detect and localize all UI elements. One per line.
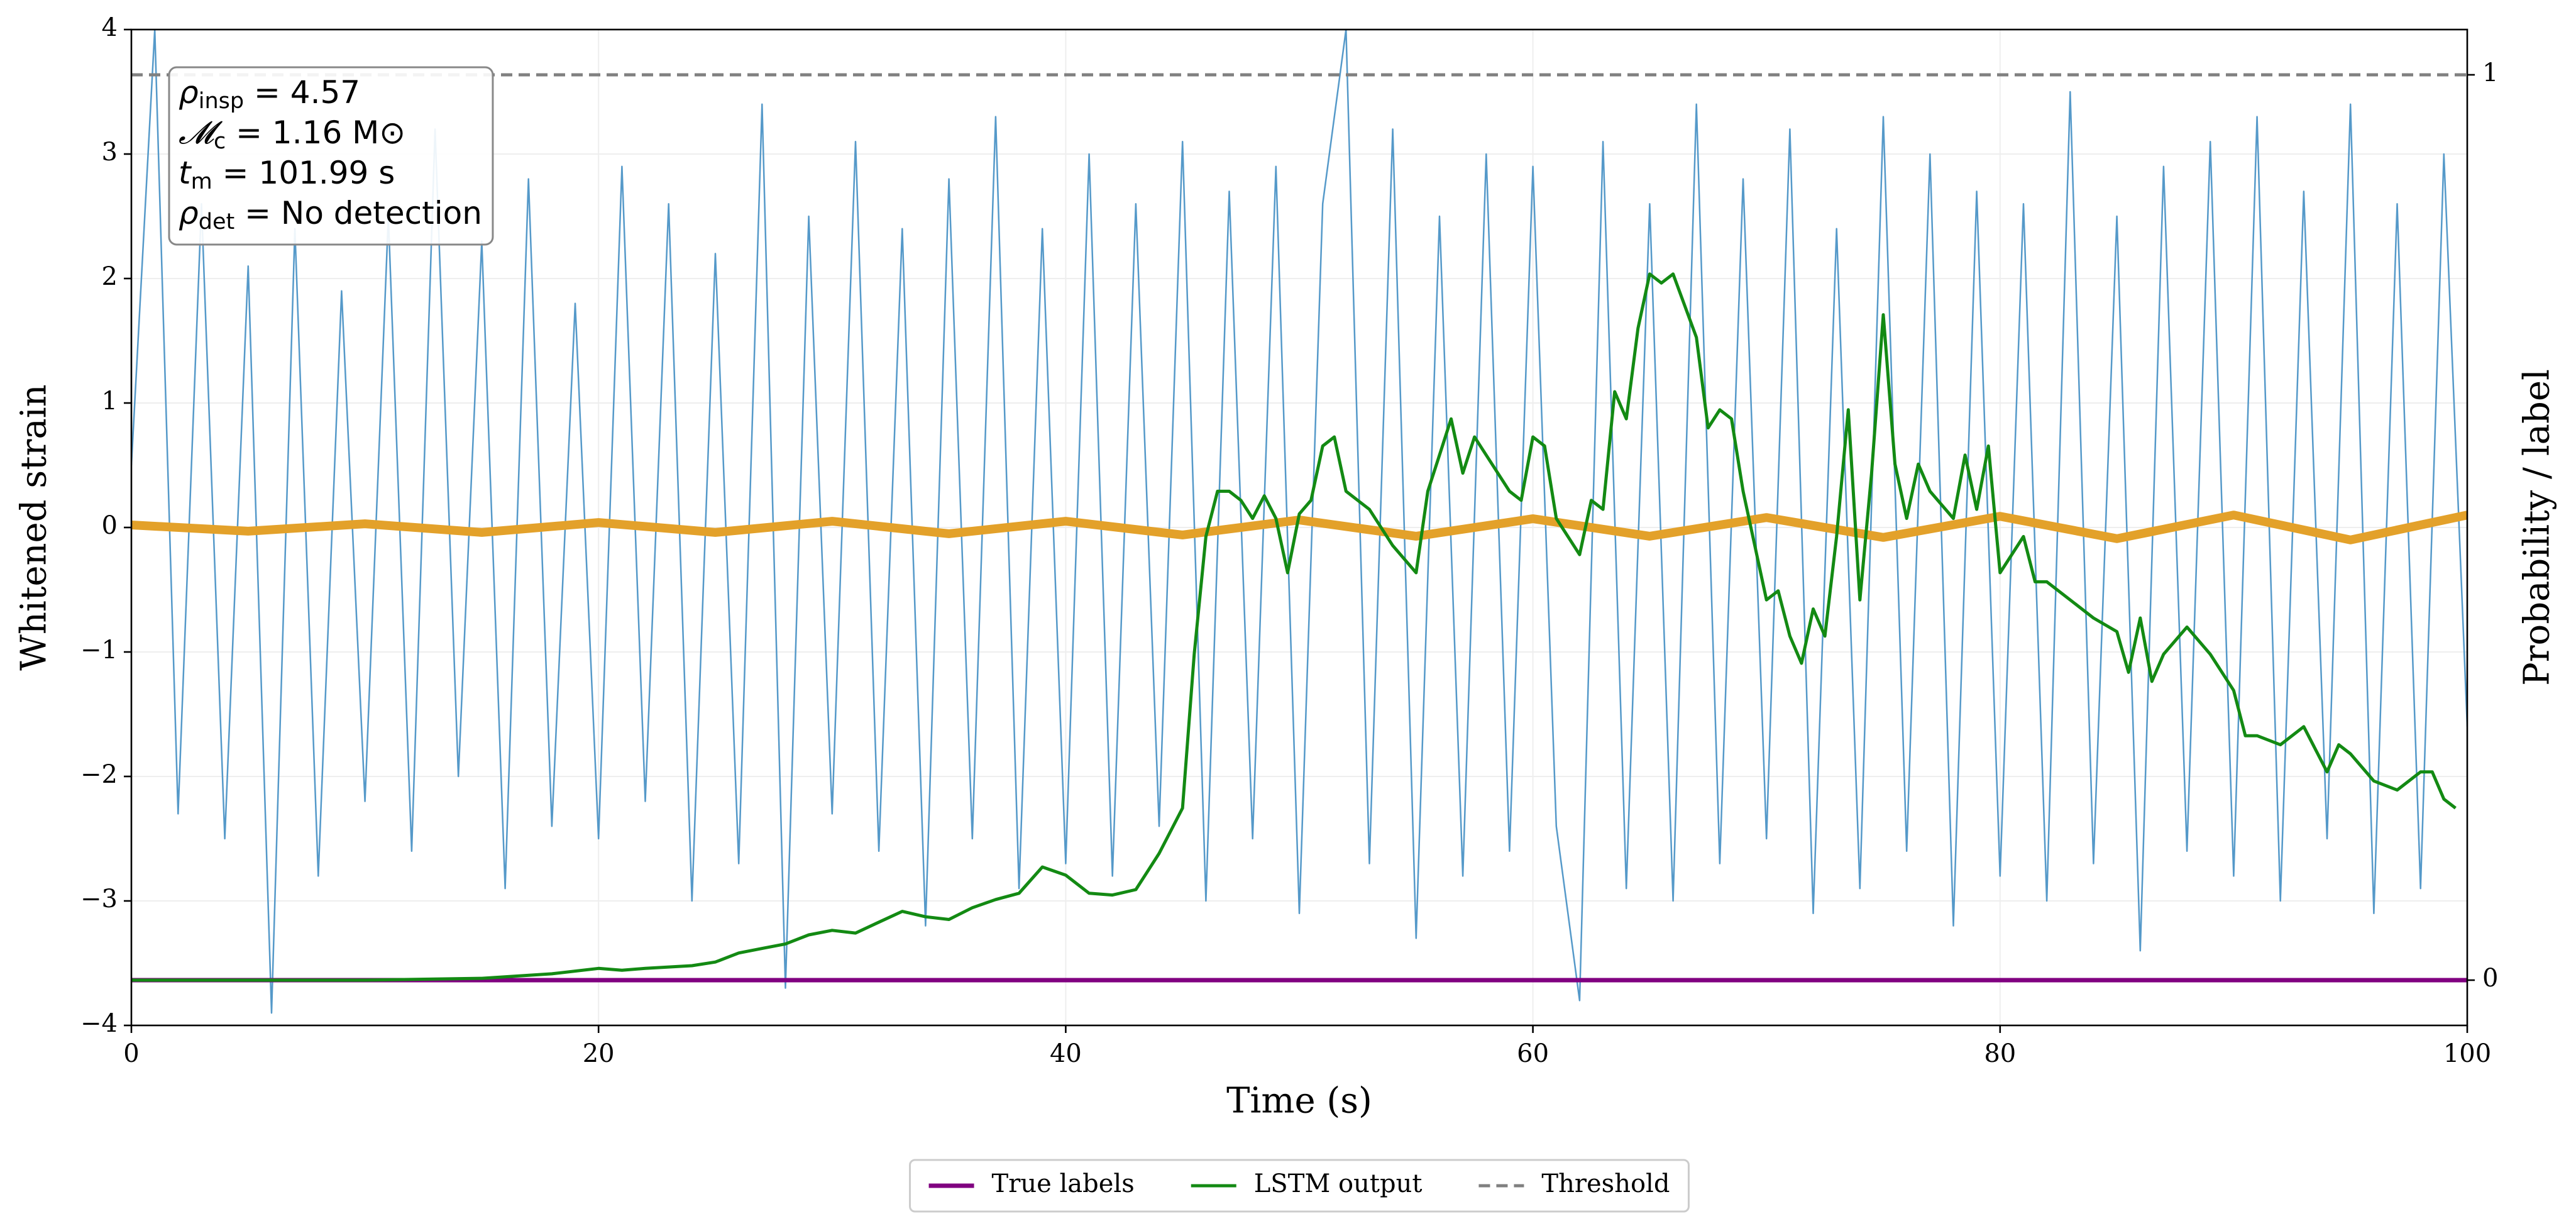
annotation-box (168, 66, 494, 246)
legend: True labels LSTM output Threshold (909, 1159, 1690, 1213)
y2-tick-label: 1 (2482, 58, 2498, 87)
annotation-subscript: insp (199, 89, 244, 114)
annotation-line: ρinsp = 4.57 (179, 74, 360, 114)
annotation-symbol: t (179, 155, 192, 191)
legend-label: True labels (992, 1169, 1135, 1198)
y-tick-label: 0 (102, 511, 118, 540)
x-axis-label: Time (s) (1226, 1081, 1372, 1122)
x-tick-label: 100 (2443, 1039, 2491, 1068)
annotation-subscript: c (214, 129, 226, 154)
annotation-line: ρdet = No detection (179, 195, 482, 235)
annotation-symbol: ρ (179, 74, 199, 111)
y-tick-label: 2 (102, 262, 118, 291)
annotation-subscript: det (199, 209, 234, 235)
annotation-subscript: m (191, 169, 212, 194)
x-tick-label: 80 (1984, 1039, 2016, 1068)
y2-tick-label: 0 (2482, 964, 2498, 993)
y-tick-label: 1 (102, 387, 118, 416)
y-tick-label: 4 (102, 13, 118, 42)
annotation-line: tm = 101.99 s (179, 155, 395, 195)
annotation-line: 𝓜c = 1.16 M⊙ (179, 114, 405, 155)
annotation-text: = 101.99 s (212, 155, 395, 191)
plot-area (131, 30, 2467, 1014)
legend-label: LSTM output (1254, 1169, 1423, 1198)
annotation-text: = 4.57 (244, 74, 360, 111)
y-tick-label: −2 (80, 760, 118, 789)
annotation-text: = No detection (234, 195, 482, 231)
annotation-symbol: ρ (179, 195, 199, 231)
x-tick-label: 40 (1050, 1039, 1082, 1068)
series-line (131, 272, 2457, 982)
y2-axis-label: Probability / label (2517, 369, 2558, 686)
x-tick-label: 20 (583, 1039, 615, 1068)
legend-label: Threshold (1541, 1169, 1670, 1198)
y-axis-label: Whitened strain (14, 384, 55, 670)
signal-trace (131, 30, 2467, 1014)
x-tick-label: 0 (123, 1039, 139, 1068)
y-tick-label: 3 (102, 138, 118, 167)
legend-box (909, 1159, 1690, 1213)
x-tick-label: 60 (1517, 1039, 1549, 1068)
y-tick-label: −3 (80, 885, 118, 914)
annotation-text: = 1.16 M⊙ (226, 114, 405, 151)
y-tick-label: −4 (80, 1009, 118, 1038)
y-tick-label: −1 (80, 636, 118, 665)
